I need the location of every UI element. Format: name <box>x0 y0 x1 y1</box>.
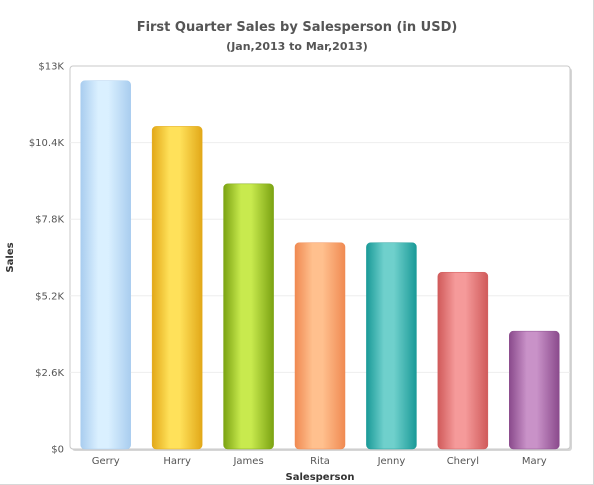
y-tick-label: $5.2K <box>35 291 64 302</box>
y-tick-label: $7.8K <box>35 215 64 226</box>
x-tick-label: Cheryl <box>447 456 479 467</box>
x-tick-label: Gerry <box>92 456 120 467</box>
y-tick-label: $0 <box>51 445 64 456</box>
bar-gerry[interactable] <box>80 80 131 450</box>
x-axis-title: Salesperson <box>286 472 355 483</box>
bar-mary[interactable] <box>509 330 560 450</box>
y-axis-ticks: $0 $2.6K $5.2K $7.8K $10.4K $13K <box>29 62 65 456</box>
x-axis-ticks: Gerry Harry James Rita Jenny Cheryl Mary <box>92 456 547 467</box>
bar-james[interactable] <box>223 183 274 450</box>
bar-cheryl[interactable] <box>437 271 489 450</box>
x-tick-label: Jenny <box>377 456 406 467</box>
x-tick-label: Rita <box>310 456 330 467</box>
bars <box>80 80 560 450</box>
bar-harry[interactable] <box>151 126 203 450</box>
bar-jenny[interactable] <box>366 242 417 450</box>
y-axis-title: Sales <box>5 242 16 272</box>
x-tick-label: Mary <box>522 456 547 467</box>
chart-title: First Quarter Sales by Salesperson (in U… <box>136 20 458 35</box>
x-tick-label: Harry <box>163 456 191 467</box>
y-tick-label: $2.6K <box>35 368 64 379</box>
chart-subtitle: (Jan,2013 to Mar,2013) <box>226 40 368 53</box>
bar-rita[interactable] <box>294 242 346 450</box>
y-tick-label: $13K <box>38 62 64 73</box>
x-tick-label: James <box>232 456 263 467</box>
y-tick-label: $10.4K <box>29 138 65 149</box>
